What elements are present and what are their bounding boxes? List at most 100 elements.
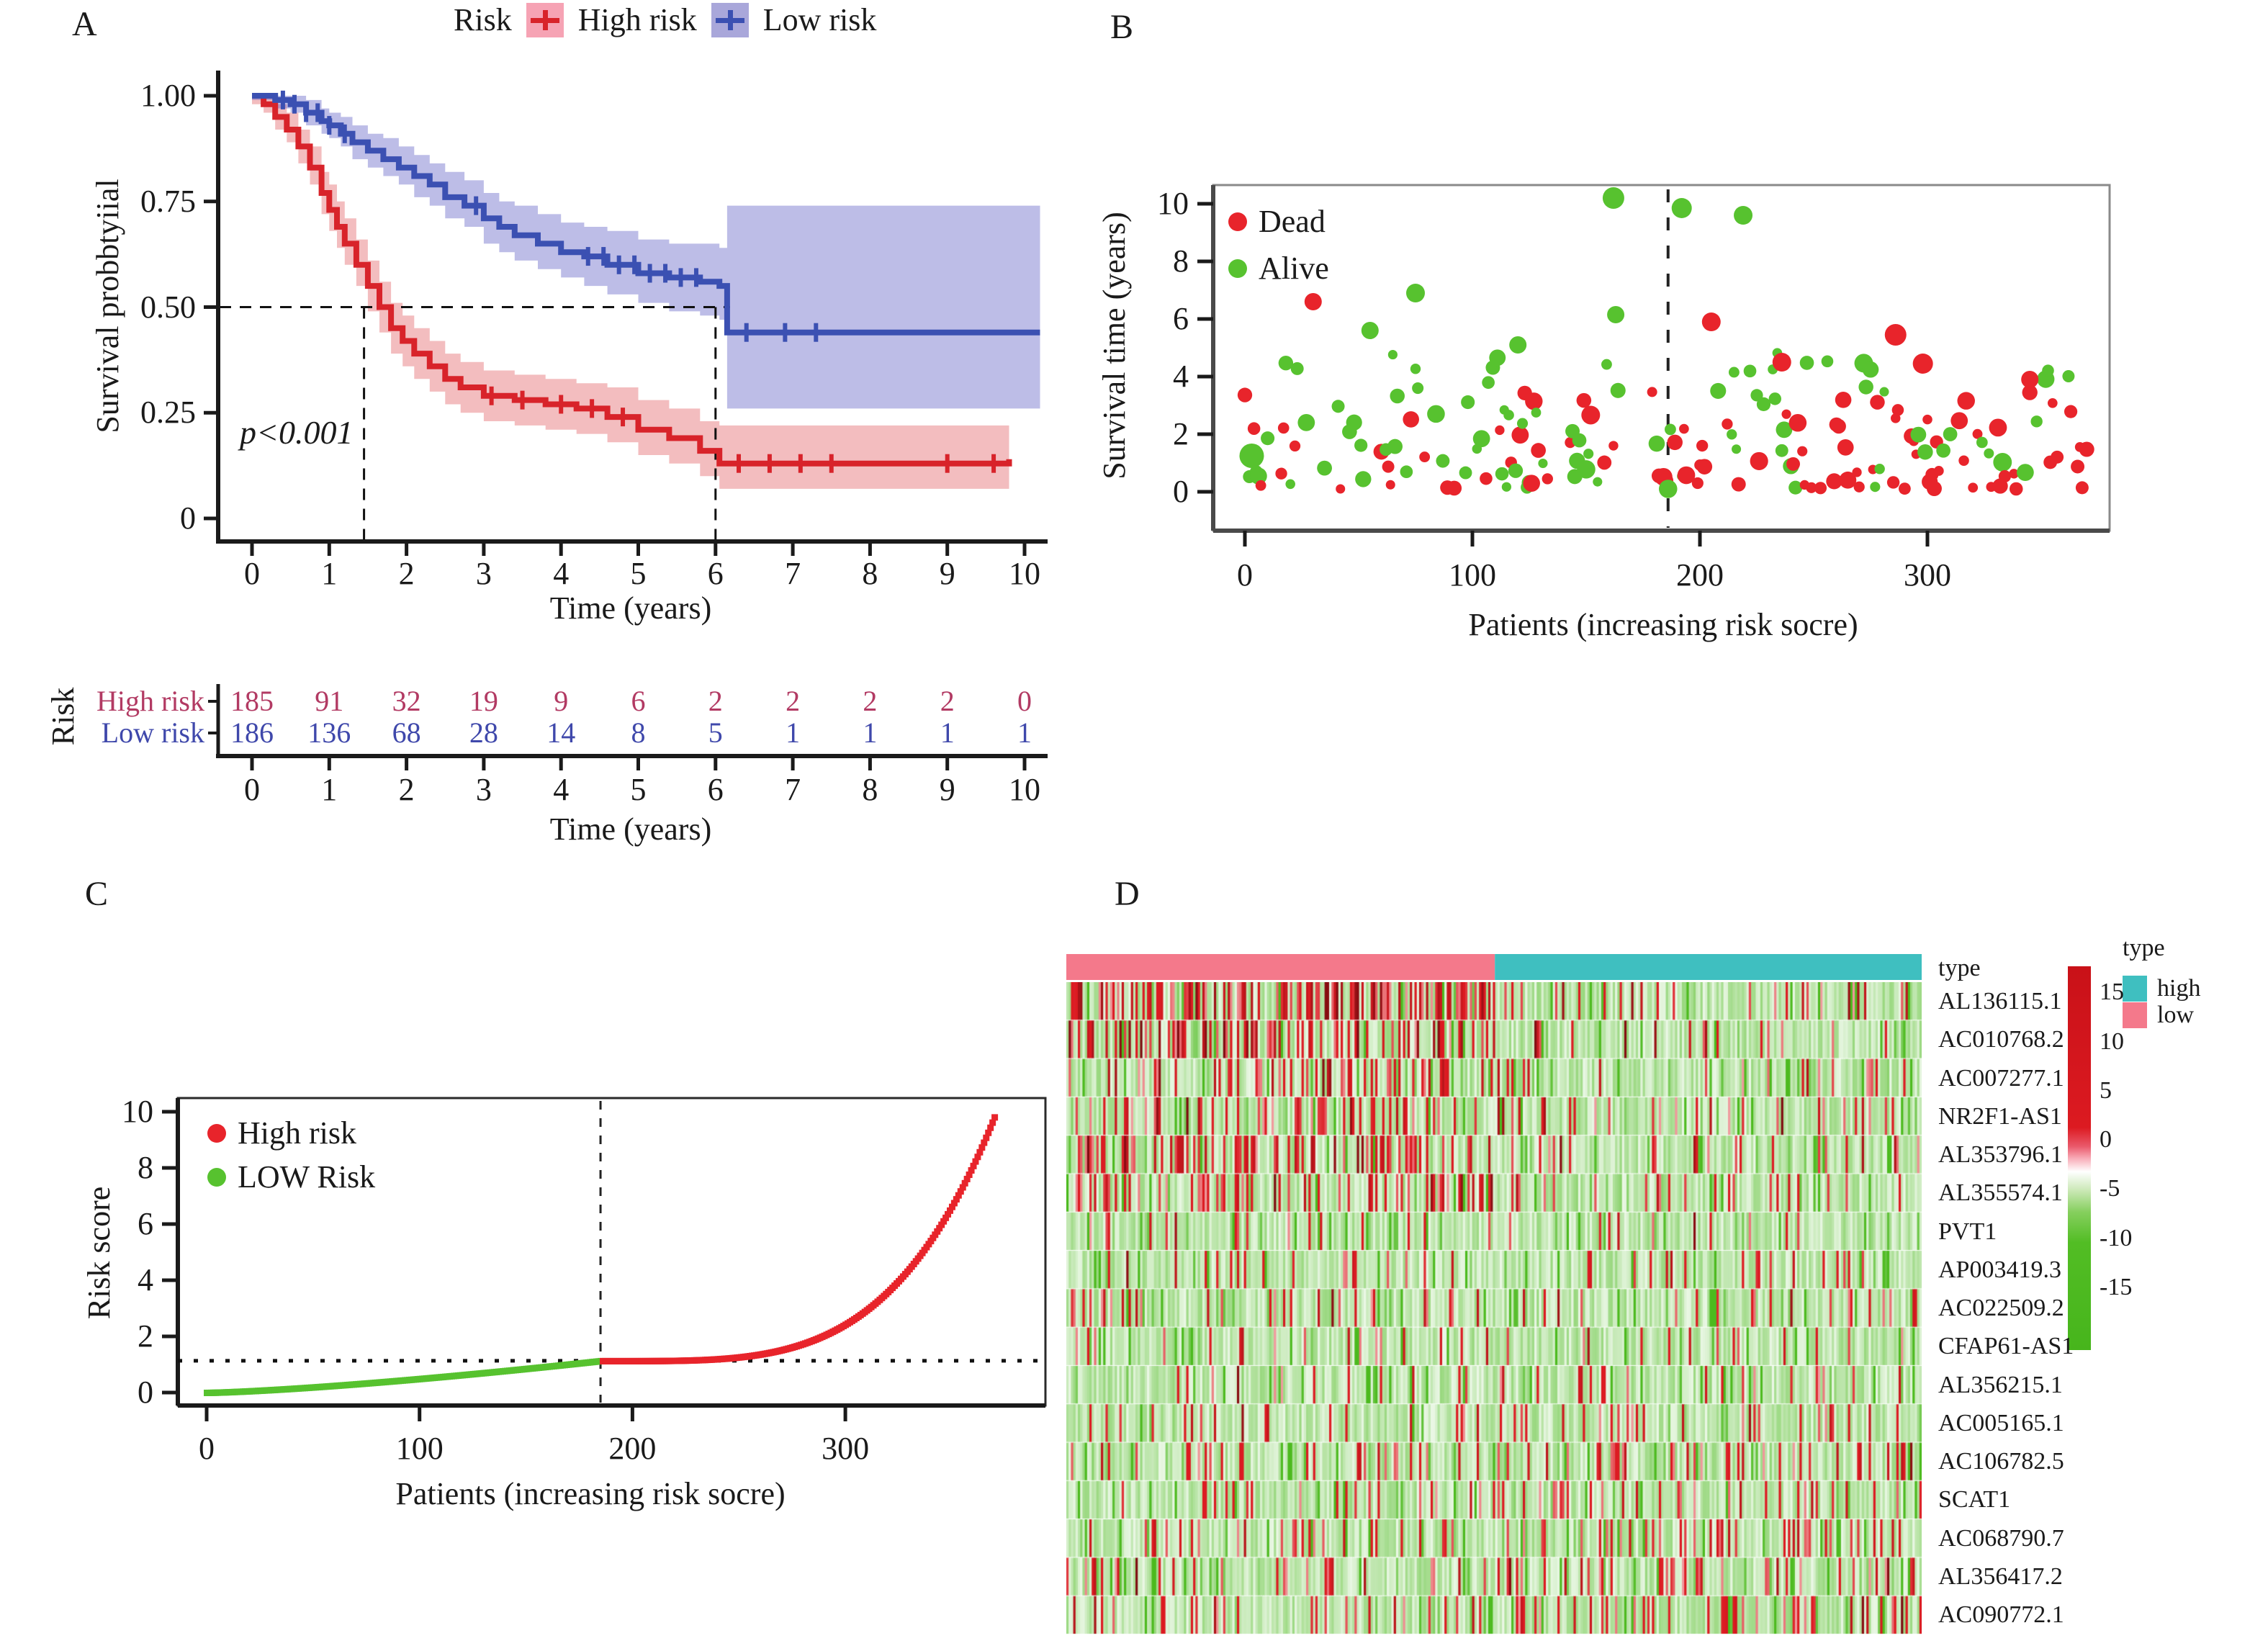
km-legend-high-label: High risk	[577, 2, 697, 37]
risk-score-point	[940, 1218, 948, 1225]
risk-score-point	[959, 1184, 966, 1191]
risk-table-x-tick-label: 10	[1009, 772, 1040, 807]
scatter-point	[1355, 471, 1372, 487]
risk-curve-y-axis-title: Risk score	[81, 1186, 117, 1320]
annotation-high-bar	[1495, 954, 1922, 980]
km-x-axis-title: Time (years)	[549, 590, 712, 626]
gene-label: PVT1	[1938, 1218, 1997, 1245]
scatter-point	[1436, 454, 1450, 468]
scatter-x-tick-label: 300	[1904, 557, 1951, 593]
scatter-point	[1446, 480, 1462, 496]
scatter-point	[2022, 384, 2038, 400]
scatter-point	[1776, 421, 1793, 439]
scatter-point	[1410, 364, 1421, 374]
risk-score-point	[974, 1153, 981, 1161]
km-y-tick-label: 0.75	[140, 183, 196, 219]
colorbar-tick-label: 10	[2100, 1027, 2124, 1055]
risk-curve-x-tick-label: 200	[608, 1431, 657, 1466]
scatter-point	[1884, 324, 1907, 346]
scatter-point	[1870, 395, 1885, 410]
scatter-point	[1461, 395, 1475, 410]
colorbar-tick-label: 15	[2100, 979, 2124, 1006]
scatter-point	[1608, 441, 1619, 451]
risk-table-count: 2	[708, 685, 723, 717]
scatter-point	[1419, 451, 1431, 462]
scatter-point	[1993, 453, 2012, 472]
km-y-tick-label: 0	[180, 500, 196, 536]
risk-table-count: 185	[230, 685, 274, 717]
risk-table-count: 136	[307, 716, 351, 749]
risk-score-point	[932, 1231, 939, 1238]
risk-score-point	[945, 1210, 952, 1218]
scatter-point	[1852, 467, 1862, 477]
scatter-y-tick-label: 8	[1173, 243, 1189, 279]
scatter-point	[1509, 336, 1527, 354]
risk-table-count: 1	[1017, 716, 1032, 749]
scatter-point	[1806, 482, 1817, 493]
scatter-x-tick-label: 100	[1449, 557, 1496, 593]
scatter-point	[1799, 356, 1814, 370]
scatter-point	[1781, 409, 1791, 419]
scatter-point	[1297, 413, 1315, 431]
scatter-point	[1346, 414, 1362, 431]
scatter-point	[1247, 422, 1261, 435]
scatter-point	[1756, 397, 1771, 412]
km-curve	[252, 93, 1012, 467]
risk-curve-y-tick-label: 8	[138, 1150, 153, 1185]
scatter-point	[1691, 477, 1704, 490]
colorbar-tick-label: 5	[2100, 1076, 2112, 1104]
risk-table-count: 2	[940, 685, 955, 717]
alive-label: Alive	[1259, 251, 1329, 286]
km-x-tick-label: 2	[398, 556, 415, 591]
scatter-point	[1912, 354, 1933, 374]
risk-table-x-tick-label: 9	[939, 772, 955, 807]
risk-score-point	[972, 1158, 979, 1165]
risk-score-point	[985, 1129, 992, 1136]
colorbar-tick-label: -15	[2100, 1273, 2133, 1300]
scatter-point	[1677, 466, 1696, 485]
scatter-point	[2064, 405, 2078, 418]
risk-table-count: 68	[392, 716, 421, 749]
risk-table-count: 1	[863, 716, 878, 749]
scatter-point	[1525, 392, 1543, 410]
scatter-point	[2071, 459, 2085, 474]
scatter-point	[1728, 366, 1740, 378]
scatter-point	[1936, 443, 1950, 458]
risk-table-x-tick-label: 2	[398, 772, 415, 807]
scatter-point	[2030, 415, 2043, 428]
scatter-point	[1275, 467, 1287, 480]
scatter-point	[2079, 441, 2094, 457]
scatter-point	[1489, 349, 1506, 366]
scatter-point	[1743, 364, 1757, 378]
scatter-point	[1775, 444, 1788, 457]
risk-score-point	[966, 1171, 973, 1179]
scatter-point	[1501, 482, 1512, 492]
risk-score-point	[938, 1221, 945, 1228]
scatter-point	[1387, 439, 1403, 454]
scatter-point	[1538, 458, 1548, 469]
risk-curve-legend: High risk LOW Risk	[207, 1115, 375, 1195]
scatter-point	[1839, 471, 1857, 489]
scatter-point	[1831, 418, 1846, 434]
gene-label: AC106782.5	[1938, 1448, 2064, 1475]
km-x-tick-label: 4	[553, 556, 570, 591]
risk-curve-y-tick-label: 2	[138, 1318, 153, 1354]
scatter-point	[1797, 446, 1808, 457]
risk-score-point	[989, 1119, 996, 1126]
annotation-low-bar	[1066, 954, 1495, 980]
scatter-point	[1750, 389, 1763, 402]
scatter-point	[1387, 350, 1398, 360]
type-low-label: low	[2157, 1001, 2194, 1028]
scatter-point	[2009, 469, 2019, 479]
gene-label: NR2F1-AS1	[1938, 1102, 2062, 1130]
gene-label: AC005165.1	[1938, 1409, 2064, 1436]
low-risk-label: LOW Risk	[238, 1159, 376, 1195]
scatter-point	[1576, 392, 1592, 408]
km-x-tick-label: 5	[630, 556, 647, 591]
scatter-y-tick-label: 2	[1173, 416, 1189, 451]
high-risk-swatch-icon	[526, 2, 564, 37]
scatter-point	[1788, 480, 1803, 495]
panel-c-letter: C	[85, 875, 109, 913]
scatter-y-tick-label: 0	[1173, 474, 1189, 509]
scatter-point	[1336, 484, 1346, 494]
